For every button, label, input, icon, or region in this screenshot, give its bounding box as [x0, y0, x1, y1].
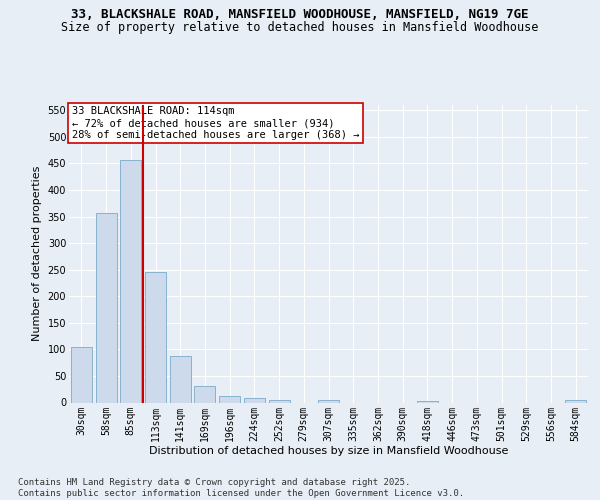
Y-axis label: Number of detached properties: Number of detached properties	[32, 166, 42, 342]
Text: Size of property relative to detached houses in Mansfield Woodhouse: Size of property relative to detached ho…	[61, 21, 539, 34]
Bar	[194, 386, 215, 402]
Bar	[95, 213, 116, 402]
Bar	[417, 401, 438, 402]
Bar	[219, 396, 240, 402]
Text: Contains HM Land Registry data © Crown copyright and database right 2025.
Contai: Contains HM Land Registry data © Crown c…	[18, 478, 464, 498]
Bar	[120, 160, 141, 402]
Bar	[269, 400, 290, 402]
X-axis label: Distribution of detached houses by size in Mansfield Woodhouse: Distribution of detached houses by size …	[149, 446, 508, 456]
Bar	[244, 398, 265, 402]
Bar	[565, 400, 586, 402]
Bar	[318, 400, 339, 402]
Bar	[71, 347, 92, 403]
Text: 33, BLACKSHALE ROAD, MANSFIELD WOODHOUSE, MANSFIELD, NG19 7GE: 33, BLACKSHALE ROAD, MANSFIELD WOODHOUSE…	[71, 8, 529, 20]
Bar	[170, 356, 191, 403]
Bar	[145, 272, 166, 402]
Text: 33 BLACKSHALE ROAD: 114sqm
← 72% of detached houses are smaller (934)
28% of sem: 33 BLACKSHALE ROAD: 114sqm ← 72% of deta…	[71, 106, 359, 140]
